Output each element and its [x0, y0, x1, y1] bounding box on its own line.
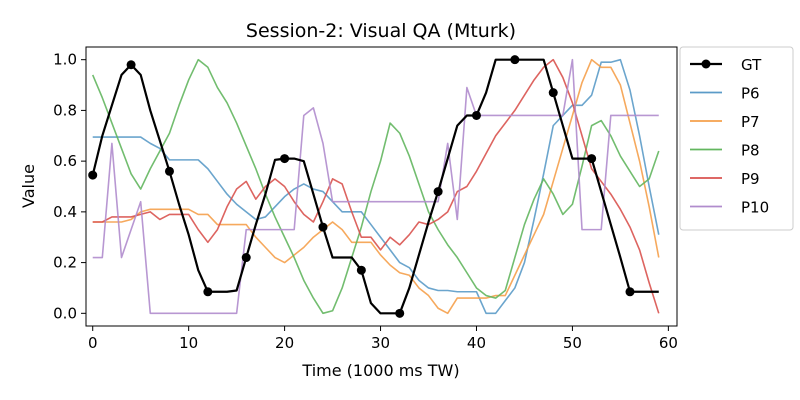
y-axis-label: Value — [19, 164, 38, 208]
series-line-p6 — [92, 58, 660, 315]
data-point-gt — [356, 265, 366, 275]
data-point-gt — [280, 154, 290, 164]
legend-label-p8: P8 — [741, 142, 760, 160]
data-point-gt — [625, 287, 635, 297]
data-point-gt — [241, 253, 251, 263]
y-axis: 0.0 0.2 0.4 0.6 0.8 1.0 — [53, 51, 86, 322]
legend-label-p6: P6 — [741, 85, 760, 103]
data-point-gt — [548, 88, 558, 98]
series-layer — [88, 55, 660, 318]
y-tick-label: 0.8 — [53, 101, 77, 119]
x-tick-label: 40 — [467, 334, 486, 352]
data-point-gt — [88, 170, 98, 180]
legend-label-p7: P7 — [741, 113, 760, 131]
legend-frame — [679, 46, 794, 231]
data-point-gt — [510, 55, 520, 65]
chart-title: Session-2: Visual QA (Mturk) — [246, 20, 516, 42]
y-tick-label: 0.6 — [53, 152, 77, 170]
data-point-gt — [471, 110, 481, 120]
series-line-p9 — [92, 58, 660, 314]
y-tick-label: 0.4 — [53, 203, 77, 221]
x-axis-label: Time (1000 ms TW) — [301, 361, 459, 380]
legend-label-p9: P9 — [741, 170, 760, 188]
x-tick-label: 30 — [371, 334, 390, 352]
data-point-gt — [395, 308, 405, 318]
series-line-p8 — [91, 58, 660, 315]
x-tick-label: 0 — [88, 334, 98, 352]
data-point-gt — [433, 187, 443, 197]
x-tick-label: 20 — [275, 334, 294, 352]
series-line-p10 — [92, 58, 659, 315]
x-tick-label: 60 — [659, 334, 678, 352]
x-axis: 0 10 20 30 40 50 60 — [88, 326, 678, 352]
data-point-gt — [587, 154, 597, 164]
legend-label-gt: GT — [741, 56, 762, 74]
y-tick-label: 0.0 — [53, 304, 77, 322]
data-point-gt — [203, 287, 213, 297]
legend: GT P6 P7 P8 P9 P10 — [679, 46, 794, 231]
x-tick-label: 50 — [563, 334, 582, 352]
data-point-gt — [164, 166, 174, 176]
y-tick-label: 1.0 — [53, 51, 77, 69]
legend-label-p10: P10 — [741, 199, 769, 217]
x-tick-label: 10 — [179, 334, 198, 352]
data-point-gt — [126, 60, 136, 70]
series-line-gt — [91, 58, 659, 315]
y-tick-label: 0.2 — [53, 254, 77, 272]
data-point-gt — [318, 222, 328, 232]
series-line-p7 — [92, 58, 660, 315]
legend-marker-gt — [701, 59, 711, 69]
plot-frame — [85, 46, 678, 327]
